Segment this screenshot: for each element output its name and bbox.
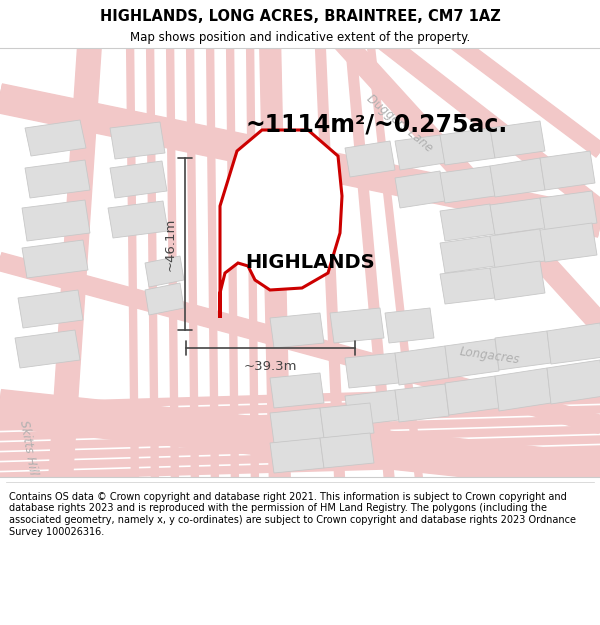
Polygon shape (440, 128, 495, 165)
Text: Skitts Hill: Skitts Hill (17, 419, 39, 476)
Polygon shape (490, 158, 545, 197)
Polygon shape (495, 368, 551, 411)
Polygon shape (110, 161, 167, 198)
Polygon shape (490, 229, 545, 268)
Polygon shape (547, 360, 600, 404)
Polygon shape (445, 339, 499, 378)
Polygon shape (385, 308, 434, 343)
Polygon shape (345, 353, 399, 388)
Polygon shape (22, 200, 90, 241)
Polygon shape (490, 121, 545, 158)
Polygon shape (270, 373, 324, 408)
Polygon shape (395, 346, 449, 385)
Polygon shape (15, 330, 80, 368)
Polygon shape (540, 151, 595, 190)
Polygon shape (25, 120, 86, 156)
Polygon shape (108, 201, 168, 238)
Polygon shape (145, 283, 184, 315)
Polygon shape (547, 323, 600, 364)
Polygon shape (330, 308, 384, 343)
Polygon shape (540, 191, 597, 230)
Polygon shape (395, 135, 445, 170)
Polygon shape (110, 122, 165, 159)
Text: Duggers Lane: Duggers Lane (364, 92, 436, 154)
Text: HIGHLANDS: HIGHLANDS (245, 254, 375, 272)
Text: ~1114m²/~0.275ac.: ~1114m²/~0.275ac. (245, 113, 507, 137)
Text: ~39.3m: ~39.3m (244, 360, 297, 373)
Polygon shape (320, 403, 374, 438)
Polygon shape (145, 256, 184, 287)
Polygon shape (440, 166, 495, 203)
Polygon shape (320, 433, 374, 468)
Polygon shape (490, 261, 545, 300)
Polygon shape (440, 268, 495, 304)
Text: Longacres: Longacres (459, 346, 521, 367)
Polygon shape (540, 223, 597, 262)
Polygon shape (220, 130, 342, 318)
Polygon shape (495, 331, 551, 370)
Polygon shape (395, 384, 449, 422)
Polygon shape (18, 290, 83, 328)
Polygon shape (22, 240, 88, 278)
Polygon shape (440, 204, 495, 241)
Polygon shape (345, 141, 395, 177)
Text: Contains OS data © Crown copyright and database right 2021. This information is : Contains OS data © Crown copyright and d… (9, 492, 576, 537)
Polygon shape (490, 198, 545, 235)
Polygon shape (270, 438, 324, 473)
Polygon shape (25, 160, 90, 198)
Text: Map shows position and indicative extent of the property.: Map shows position and indicative extent… (130, 31, 470, 44)
Polygon shape (270, 408, 324, 443)
Text: ~46.1m: ~46.1m (164, 217, 177, 271)
Text: HIGHLANDS, LONG ACRES, BRAINTREE, CM7 1AZ: HIGHLANDS, LONG ACRES, BRAINTREE, CM7 1A… (100, 9, 500, 24)
Polygon shape (445, 376, 499, 415)
Polygon shape (270, 313, 324, 348)
Polygon shape (440, 236, 495, 273)
Polygon shape (395, 171, 445, 208)
Polygon shape (345, 390, 399, 426)
